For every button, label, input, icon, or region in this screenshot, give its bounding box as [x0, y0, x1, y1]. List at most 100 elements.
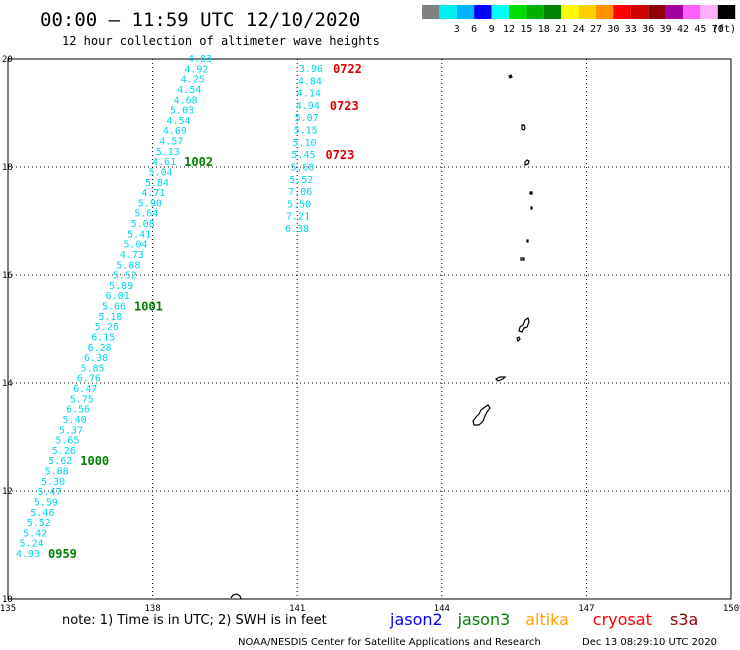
wave-height-value: 6.38	[285, 224, 309, 235]
pass-time-label: 1001	[134, 300, 163, 314]
island-alamagan	[530, 206, 533, 210]
wave-height-value: 4.68	[174, 95, 198, 106]
track-b-time-labels: 0722 0723 0723	[325, 62, 361, 162]
island-fais	[230, 593, 242, 600]
wave-height-value: 6.28	[88, 343, 112, 354]
wave-height-value: 5.26	[95, 322, 119, 333]
scale-tick-label: 15	[520, 24, 532, 35]
scale-swatch	[543, 5, 562, 19]
wave-height-value: 4.57	[159, 137, 183, 148]
lat-tick-label: 20	[2, 55, 13, 65]
wave-height-value: 4.93	[16, 549, 40, 560]
wave-height-value: 4.61	[152, 157, 176, 168]
lon-tick-label: 147	[578, 604, 594, 614]
wave-height-value: 5.07	[295, 113, 319, 124]
wave-height-value: 3.96	[299, 64, 323, 75]
track-a-time-labels: 1002 1001 1000 0959	[48, 155, 213, 561]
satellite-legend: jason2 jason3 altika cryosat s3a	[389, 610, 698, 629]
map-title: 00:00 – 11:59 UTC 12/10/2020	[40, 9, 360, 31]
island-saipan-tinian	[516, 317, 530, 343]
wave-height-value: 5.24	[20, 539, 44, 550]
wave-height-value: 5.18	[98, 312, 122, 323]
wave-height-value: 6.47	[73, 384, 97, 395]
scale-swatch	[596, 5, 614, 19]
pass-time-label: 0722	[333, 62, 362, 76]
scale-swatch	[509, 5, 527, 19]
island-agrihan	[524, 159, 530, 166]
island-farallon-de-pajaros	[508, 74, 513, 79]
satellite-legend-entry: s3a	[670, 610, 698, 629]
wave-height-value: 5.08	[131, 219, 155, 230]
scale-swatch	[683, 5, 701, 19]
pass-time-label: 0959	[48, 547, 77, 561]
wave-height-value: 5.47	[37, 487, 61, 498]
scale-tick-label: 33	[625, 24, 637, 35]
lat-tick-label: 10	[2, 595, 13, 605]
wave-height-value: 5.13	[156, 147, 180, 158]
wave-height-value: 4.73	[120, 250, 144, 261]
wave-height-value: 5.90	[138, 198, 162, 209]
scale-unit-label: (ft)	[712, 24, 736, 35]
pass-time-label: 1000	[80, 454, 109, 468]
wave-height-value: 5.46	[30, 508, 54, 519]
satellite-legend-entry: altika	[525, 610, 569, 629]
island-asuncion	[521, 124, 526, 131]
wave-height-value: 5.42	[23, 528, 47, 539]
lat-lon-grid	[8, 59, 731, 599]
scale-swatch	[717, 5, 736, 19]
scale-swatch	[700, 5, 718, 19]
scale-swatch	[474, 5, 492, 19]
wave-height-value: 4.71	[141, 188, 165, 199]
wave-height-value: 7.06	[288, 187, 312, 198]
pass-time-label: 0723	[330, 99, 359, 113]
scale-tick-label: 3	[454, 24, 460, 35]
wave-height-value: 6.15	[91, 332, 115, 343]
scale-tick-label: 9	[489, 24, 495, 35]
wave-height-value: 5.88	[116, 260, 140, 271]
wave-height-value: 5.45	[291, 150, 315, 161]
wave-height-value: 4.69	[163, 126, 187, 137]
scale-tick-label: 12	[503, 24, 515, 35]
wave-height-value: 6.01	[106, 291, 130, 302]
wave-height-value: 5.04	[149, 167, 173, 178]
axis-tick-labels: 135 138 141 144 147 150 10 12 14 16 18 20	[0, 55, 739, 614]
lon-tick-label: 144	[434, 604, 450, 614]
wave-height-value: 4.94	[296, 101, 320, 112]
satellite-legend-entry: cryosat	[593, 610, 652, 629]
scale-swatch	[578, 5, 596, 19]
wave-height-value: 5.30	[41, 477, 65, 488]
wave-height-value: 5.52	[113, 271, 137, 282]
wave-height-value: 4.54	[166, 116, 190, 127]
lat-tick-label: 14	[2, 379, 13, 389]
wave-height-value: 5.59	[34, 497, 58, 508]
island-guam	[472, 404, 491, 426]
wave-height-value: 4.54	[177, 85, 201, 96]
scale-tick-label: 45	[694, 24, 706, 35]
scale-tick-label: 36	[642, 24, 654, 35]
scale-tick-label: 39	[660, 24, 672, 35]
scale-tick-label: 27	[590, 24, 602, 35]
scale-tick-label: 24	[573, 24, 585, 35]
scale-tick-label: 21	[555, 24, 567, 35]
wave-height-value: 5.15	[294, 126, 318, 137]
island-outlines	[230, 74, 533, 600]
map-subtitle: 12 hour collection of altimeter wave hei…	[62, 34, 380, 48]
wave-height-value: 5.37	[59, 425, 83, 436]
satellite-legend-entry: jason2	[389, 610, 443, 629]
pass-time-label: 1002	[184, 155, 213, 169]
wave-height-value: 4.84	[298, 76, 322, 87]
island-guguan	[526, 239, 529, 243]
lat-tick-label: 16	[2, 271, 13, 281]
color-scale-legend: 3 6 9 12 15 18 21 24 27 30 33 36 39 42 45 70	[422, 5, 736, 35]
wave-height-value: 5.62	[48, 456, 72, 467]
wave-height-value: 5.84	[145, 178, 169, 189]
scale-swatch	[630, 5, 649, 19]
wave-height-value: 5.89	[109, 281, 133, 292]
scale-tick-label: 70	[712, 24, 724, 35]
footer-timestamp: Dec 13 08:29:10 UTC 2020	[582, 637, 717, 648]
wave-height-value: 5.40	[63, 415, 87, 426]
wave-height-value: 5.68	[290, 162, 314, 173]
wave-height-value: 5.41	[127, 229, 151, 240]
wave-height-value: 5.88	[45, 467, 69, 478]
